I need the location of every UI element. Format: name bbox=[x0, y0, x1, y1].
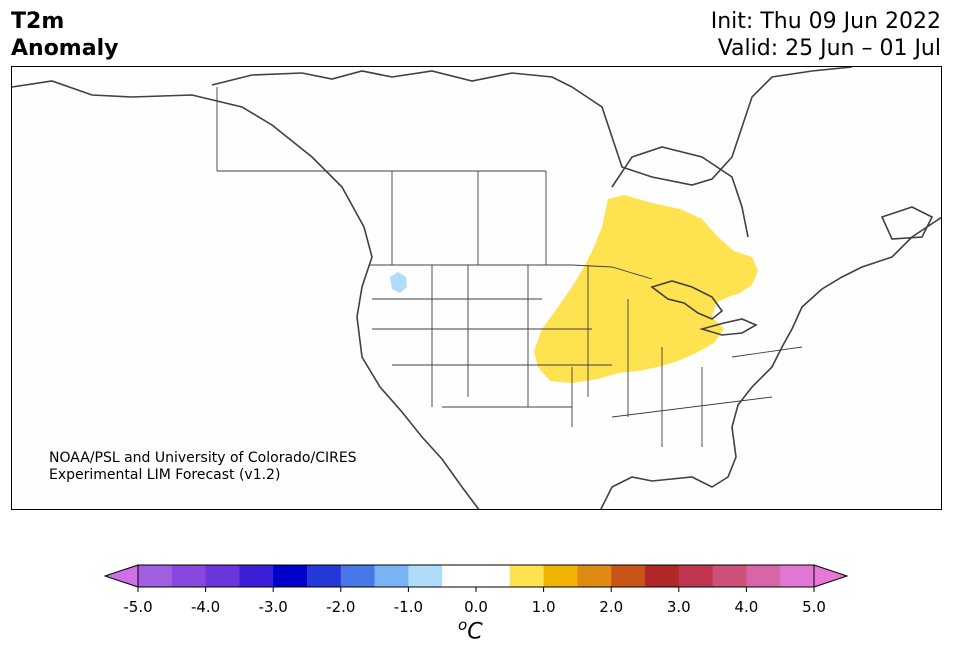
colorbar-bin bbox=[205, 565, 240, 587]
colorbar-bin bbox=[678, 565, 714, 587]
colorbar-bin bbox=[611, 565, 646, 587]
credit-line1: NOAA/PSL and University of Colorado/CIRE… bbox=[49, 450, 357, 466]
coastlines bbox=[12, 67, 941, 509]
colorbar-tick-label: -3.0 bbox=[258, 598, 288, 616]
colorbar-bins bbox=[138, 565, 815, 587]
cool-anomaly-pacific-northwest bbox=[390, 272, 407, 293]
anomaly-map: NOAA/PSL and University of Colorado/CIRE… bbox=[11, 66, 942, 510]
colorbar-bin bbox=[239, 565, 274, 587]
colorbar-bin bbox=[746, 565, 781, 587]
political-borders bbox=[216, 87, 803, 447]
colorbar-bin bbox=[340, 565, 376, 587]
forecast-dates: Init: Thu 09 Jun 2022 Valid: 25 Jun – 01… bbox=[711, 8, 941, 62]
colorbar-tick-label: -2.0 bbox=[326, 598, 356, 616]
colorbar-tick-label: -4.0 bbox=[190, 598, 221, 616]
colorbar-unit: oC bbox=[458, 616, 483, 644]
colorbar-bin bbox=[645, 565, 680, 587]
colorbar-tick-label: 2.0 bbox=[599, 598, 624, 616]
colorbar-bin bbox=[171, 565, 207, 587]
colorbar-tick-label: -5.0 bbox=[123, 598, 153, 616]
valid-date: Valid: 25 Jun – 01 Jul bbox=[717, 36, 941, 61]
colorbar-bin bbox=[307, 565, 342, 587]
credit: NOAA/PSL and University of Colorado/CIRE… bbox=[49, 450, 357, 484]
colorbar-bin bbox=[273, 565, 308, 587]
colorbar-tick-label: 5.0 bbox=[802, 598, 826, 616]
colorbar-bin bbox=[374, 565, 409, 587]
colorbar-tick-label: 4.0 bbox=[734, 598, 759, 616]
colorbar-tick-label: 0.0 bbox=[464, 598, 488, 616]
map-title-line1: T2m bbox=[11, 9, 65, 34]
colorbar bbox=[103, 564, 849, 592]
colorbar-tick-label: -1.0 bbox=[393, 598, 424, 616]
map-canvas bbox=[12, 67, 941, 509]
colorbar-bin bbox=[408, 565, 443, 587]
colorbar-under-arrow bbox=[103, 564, 139, 588]
map-title-line2: Anomaly bbox=[11, 36, 119, 61]
unit-base: C bbox=[467, 619, 483, 645]
unit-superscript: o bbox=[458, 616, 468, 634]
colorbar-bin bbox=[543, 565, 578, 587]
colorbar-ticks bbox=[137, 587, 815, 592]
colorbar-bin bbox=[442, 565, 477, 587]
colorbar-over-arrow bbox=[813, 564, 849, 588]
warm-anomaly-central-us bbox=[534, 195, 758, 383]
colorbar-bin bbox=[509, 565, 545, 587]
colorbar-bin bbox=[780, 565, 815, 587]
colorbar-tick-label: 1.0 bbox=[531, 598, 556, 616]
colorbar-bin bbox=[138, 565, 173, 587]
colorbar-bin bbox=[476, 565, 511, 587]
init-date: Init: Thu 09 Jun 2022 bbox=[710, 9, 941, 34]
colorbar-tick-label: 3.0 bbox=[666, 598, 691, 616]
credit-line2: Experimental LIM Forecast (v1.2) bbox=[49, 467, 281, 483]
colorbar-bin bbox=[712, 565, 747, 587]
colorbar-bin bbox=[577, 565, 612, 587]
map-title: T2m Anomaly bbox=[11, 8, 118, 62]
